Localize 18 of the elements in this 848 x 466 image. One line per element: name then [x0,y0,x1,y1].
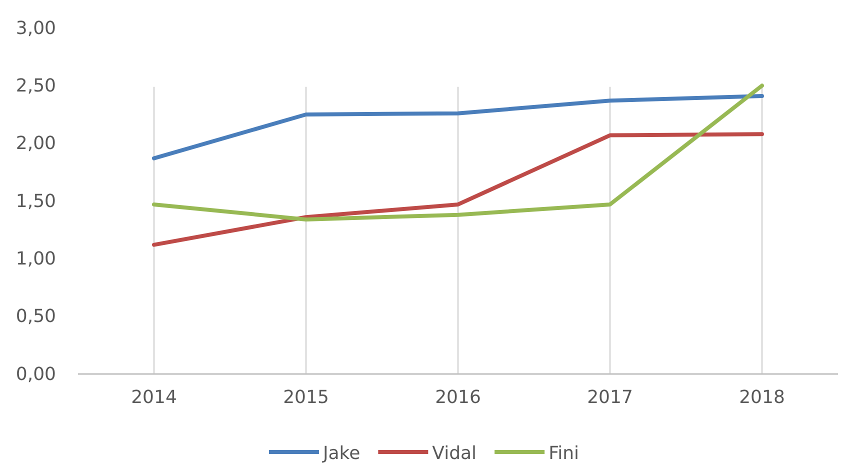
line-series [152,94,764,160]
y-tick-label: 2,50 [16,75,56,96]
y-tick-label: 1,50 [16,190,56,212]
y-tick-label: 0,00 [16,364,56,385]
line-series [152,132,764,247]
y-tick-label: 1,00 [16,248,56,270]
y-tick-label: 3,00 [16,18,56,39]
legend-label: Fini [548,443,580,464]
x-tick-label: 2014 [131,386,177,408]
x-tick-label: 2018 [739,386,785,408]
x-tick-label: 2017 [587,386,633,408]
legend-label: Vidal [432,443,477,464]
legend-label: Jake [322,443,360,464]
line-series [152,84,764,222]
x-tick-label: 2016 [435,386,481,408]
y-tick-label: 2,00 [16,133,56,154]
x-tick-label: 2015 [283,386,329,408]
y-tick-label: 0,50 [16,306,56,328]
